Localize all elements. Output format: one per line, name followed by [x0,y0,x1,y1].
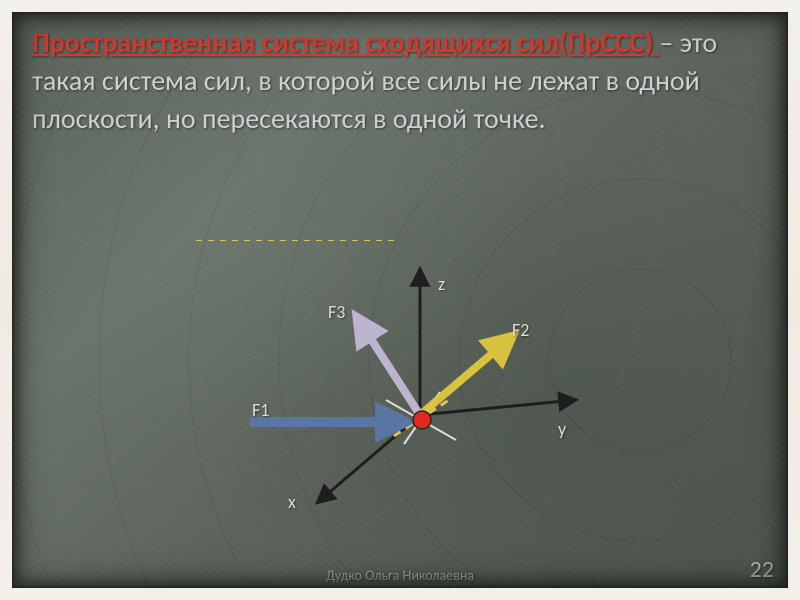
force-f2 [420,340,508,415]
force-f3 [360,322,420,415]
slide: Пространственная система сходящихся сил(… [0,0,800,600]
f2-label: F2 [512,319,529,341]
title-term: Пространственная система сходящихся сил(… [32,25,659,60]
author-footer: Дудко Ольга Николаевна [0,567,800,584]
axis-z-label: z [438,273,445,295]
origin-point [413,411,431,429]
title-block: Пространственная система сходящихся сил(… [32,24,760,137]
f3-label: F3 [328,301,345,323]
page-number: 22 [750,555,774,584]
axis-x-label: x [288,491,296,513]
f1-label: F1 [252,399,269,421]
force-diagram: z y x F1 F2 F3 [190,240,610,550]
axis-y-label: y [558,418,567,440]
axis-x [318,415,420,502]
